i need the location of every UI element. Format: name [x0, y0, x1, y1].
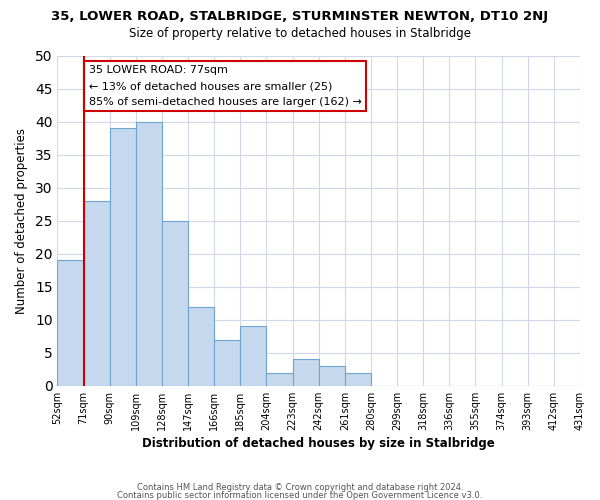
Bar [162, 220, 188, 386]
Bar [241, 326, 266, 386]
Bar [83, 201, 110, 386]
Text: 35, LOWER ROAD, STALBRIDGE, STURMINSTER NEWTON, DT10 2NJ: 35, LOWER ROAD, STALBRIDGE, STURMINSTER … [52, 10, 548, 23]
Bar [58, 260, 83, 386]
Bar [319, 366, 345, 386]
Bar [214, 340, 241, 386]
X-axis label: Distribution of detached houses by size in Stalbridge: Distribution of detached houses by size … [142, 437, 495, 450]
Bar [266, 372, 293, 386]
Bar [293, 360, 319, 386]
Bar [136, 122, 162, 386]
Bar [110, 128, 136, 386]
Text: 35 LOWER ROAD: 77sqm
← 13% of detached houses are smaller (25)
85% of semi-detac: 35 LOWER ROAD: 77sqm ← 13% of detached h… [89, 66, 362, 106]
Text: Contains HM Land Registry data © Crown copyright and database right 2024.: Contains HM Land Registry data © Crown c… [137, 484, 463, 492]
Bar [188, 306, 214, 386]
Bar [345, 372, 371, 386]
Y-axis label: Number of detached properties: Number of detached properties [15, 128, 28, 314]
Text: Size of property relative to detached houses in Stalbridge: Size of property relative to detached ho… [129, 28, 471, 40]
Text: Contains public sector information licensed under the Open Government Licence v3: Contains public sector information licen… [118, 490, 482, 500]
